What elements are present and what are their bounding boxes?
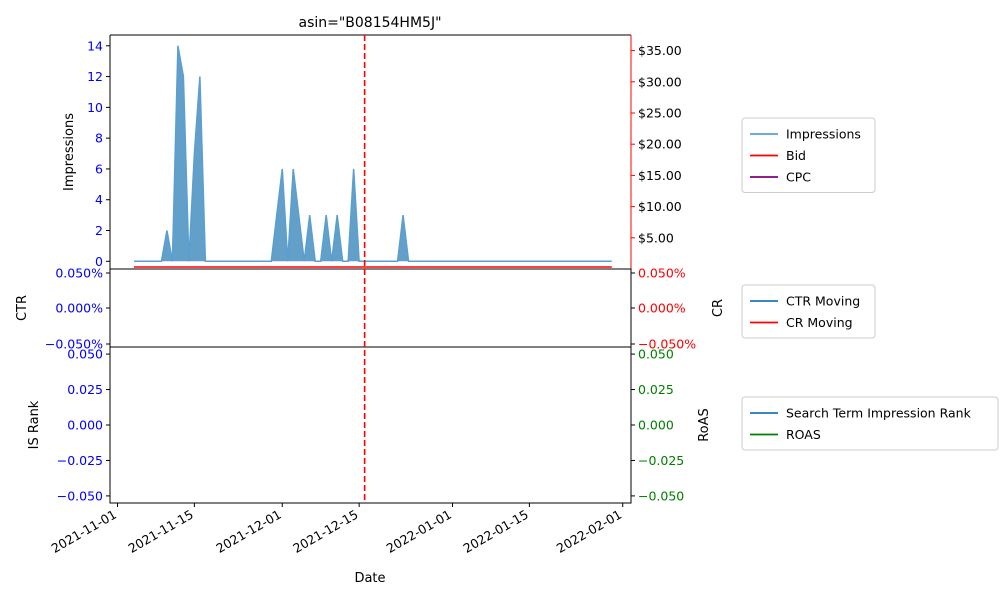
date-tick-label: 2022-01-15 bbox=[460, 507, 530, 556]
x-axis-label: Date bbox=[354, 571, 385, 586]
roas-tick-label: 0.050 bbox=[638, 347, 674, 362]
legend-label: Impressions bbox=[786, 127, 861, 142]
impressions-tick-label: 0 bbox=[95, 254, 103, 269]
impressions-axis-label: Impressions bbox=[62, 113, 77, 191]
bid-tick-label: $35.00 bbox=[638, 43, 682, 58]
impressions-tick-label: 14 bbox=[87, 38, 103, 53]
bid-tick-label: $5.00 bbox=[638, 230, 674, 245]
is-rank-tick-label: 0.050 bbox=[67, 347, 103, 362]
impressions-line bbox=[133, 45, 612, 263]
is-rank-panel: 0.050 0.025 0.000 −0.025 −0.050 0.050 0.025 0.0… bbox=[27, 346, 712, 504]
impressions-panel: 0 2 4 6 8 10 12 14 Impressions $5.00 $10.00 $15.00 $… bbox=[62, 34, 682, 269]
cr-tick-label: 0.000% bbox=[638, 301, 686, 316]
cr-tick-label: −0.050% bbox=[638, 337, 696, 352]
impressions-tick-label: 2 bbox=[95, 223, 103, 238]
legend-box bbox=[741, 284, 876, 339]
bid-tick-label: $10.00 bbox=[638, 199, 682, 214]
chart-title: asin="B08154HM5J" bbox=[298, 15, 441, 31]
impressions-tick-label: 6 bbox=[95, 161, 103, 176]
is-rank-axis-label: IS Rank bbox=[27, 400, 42, 449]
is-rank-legend: Search Term Impression Rank ROAS bbox=[741, 396, 999, 451]
legend-label: Search Term Impression Rank bbox=[786, 406, 972, 421]
legend-box bbox=[741, 117, 876, 193]
impressions-tick-label: 4 bbox=[95, 192, 103, 207]
is-rank-frame bbox=[109, 346, 632, 504]
bid-tick-label: $25.00 bbox=[638, 106, 682, 121]
roas-axis-label: RoAS bbox=[697, 408, 712, 442]
ctr-tick-label: −0.050% bbox=[45, 337, 103, 352]
legend-label: CR Moving bbox=[786, 315, 853, 330]
date-tick-label: 2021-12-15 bbox=[290, 507, 360, 556]
date-tick-label: 2021-12-01 bbox=[213, 507, 283, 556]
date-tick-label: 2022-02-01 bbox=[554, 507, 624, 556]
ctr-tick-label: 0.000% bbox=[55, 301, 103, 316]
roas-tick-label: −0.025 bbox=[638, 453, 684, 468]
bid-tick-label: $30.00 bbox=[638, 74, 682, 89]
impressions-legend: Impressions Bid CPC bbox=[741, 117, 876, 193]
is-rank-tick-label: −0.025 bbox=[57, 453, 103, 468]
legend-box bbox=[741, 396, 999, 451]
date-tick-label: 2021-11-15 bbox=[125, 507, 195, 556]
impressions-tick-label: 12 bbox=[87, 69, 103, 84]
roas-tick-label: 0.025 bbox=[638, 382, 674, 397]
ctr-tick-label: 0.050% bbox=[55, 266, 103, 281]
legend-label: ROAS bbox=[786, 427, 821, 442]
date-axis: 2021-11-01 2021-11-15 2021-12-01 2021-12-15… bbox=[49, 35, 624, 556]
is-rank-tick-label: −0.050 bbox=[57, 488, 103, 503]
date-tick-label: 2021-11-01 bbox=[49, 507, 119, 556]
legends: Impressions Bid CPC CTR Moving CR Moving Sear… bbox=[741, 117, 999, 451]
date-tick-label: 2022-01-01 bbox=[384, 507, 454, 556]
impressions-tick-label: 8 bbox=[95, 131, 103, 146]
is-rank-tick-label: 0.025 bbox=[67, 382, 103, 397]
roas-tick-label: −0.050 bbox=[638, 488, 684, 503]
ctr-axis-label: CTR bbox=[15, 295, 30, 321]
impressions-tick-label: 10 bbox=[87, 100, 103, 115]
roas-tick-label: 0.000 bbox=[638, 418, 674, 433]
ctr-panel: 0.050% 0.000% −0.050% 0.050% 0.000% −0.050% CT… bbox=[15, 266, 726, 352]
cr-tick-label: 0.050% bbox=[638, 266, 686, 281]
legend-label: CTR Moving bbox=[786, 294, 860, 309]
ctr-frame bbox=[109, 268, 632, 348]
is-rank-tick-label: 0.000 bbox=[67, 418, 103, 433]
legend-label: Bid bbox=[786, 148, 806, 163]
ctr-legend: CTR Moving CR Moving bbox=[741, 284, 876, 339]
legend-label: CPC bbox=[786, 170, 811, 185]
impressions-area bbox=[133, 45, 612, 262]
cr-axis-label: CR bbox=[711, 299, 726, 317]
bid-tick-label: $20.00 bbox=[638, 137, 682, 152]
bid-tick-label: $15.00 bbox=[638, 168, 682, 183]
